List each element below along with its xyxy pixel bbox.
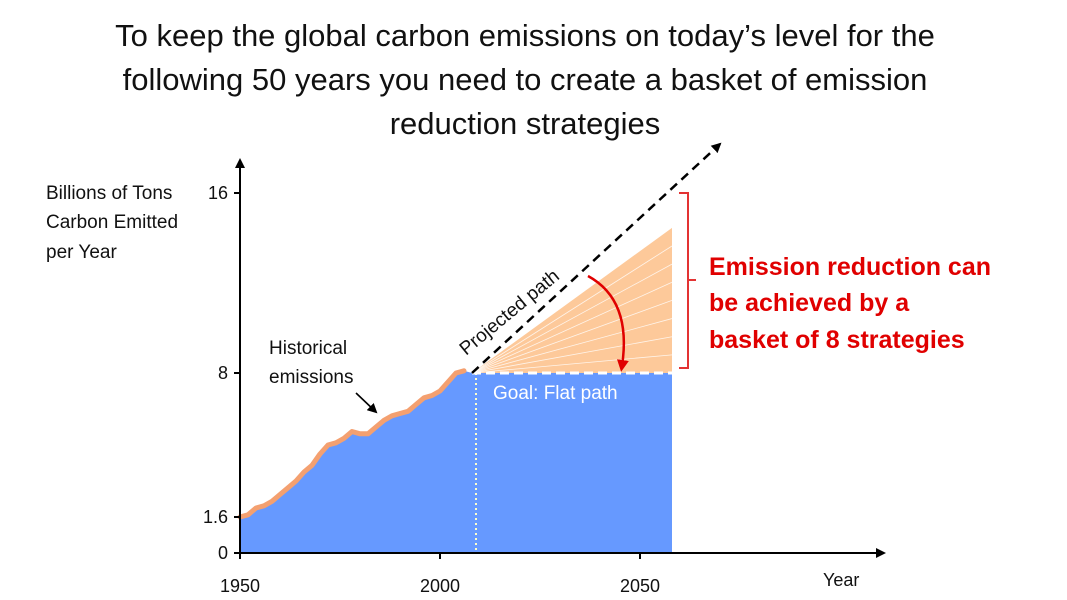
strategy-wedge-divider <box>471 245 673 374</box>
x-tick-label: 1950 <box>220 576 260 596</box>
strategy-wedge-divider <box>471 300 673 374</box>
goal-flat-area <box>472 373 672 553</box>
x-axis-label: Year <box>823 570 859 590</box>
ylabel-line-2: Carbon Emitted <box>46 212 178 233</box>
reduction-text-line-1: Emission reduction can <box>709 253 991 281</box>
x-tick-label: 2050 <box>620 576 660 596</box>
title-line-2: following 50 years you need to create a … <box>122 62 928 97</box>
reduction-text-line-3: basket of 8 strategies <box>709 326 965 354</box>
ylabel-line-3: per Year <box>46 242 117 263</box>
historical-emissions-line <box>237 368 467 520</box>
strategy-wedge-divider <box>471 354 673 374</box>
y-tick-label: 1.6 <box>203 507 228 527</box>
strategy-wedge-divider <box>471 263 673 374</box>
y-tick-label: 0 <box>218 543 228 563</box>
title-line-3: reduction strategies <box>389 106 661 141</box>
reduction-text-line-2: be achieved by a <box>709 289 910 317</box>
historical-emissions-area <box>240 370 472 553</box>
y-axis-ticks: 0 1.6 8 16 <box>203 183 240 563</box>
title-line-1: To keep the global carbon emissions on t… <box>115 18 935 53</box>
x-tick-label: 2000 <box>420 576 460 596</box>
slide-title: To keep the global carbon emissions on t… <box>40 14 1010 146</box>
strategy-wedge-divider <box>471 318 673 374</box>
x-axis-ticks: 1950 2000 2050 <box>220 553 660 596</box>
projected-path-line <box>471 142 722 374</box>
historical-pointer-arrow <box>355 392 378 414</box>
strategy-wedge-lines <box>471 245 673 374</box>
y-tick-label: 8 <box>218 363 228 383</box>
strategy-wedge-divider <box>471 336 673 374</box>
reduction-wedge-area <box>472 227 672 373</box>
ylabel-line-1: Billions of Tons <box>46 183 172 204</box>
reduction-bracket <box>679 192 696 369</box>
historical-label-line-2: emissions <box>269 367 353 388</box>
y-tick-label: 16 <box>208 183 228 203</box>
historical-label-line-1: Historical <box>269 338 347 359</box>
goal-flat-path-label: Goal: Flat path <box>493 383 618 404</box>
strategy-wedge-divider <box>471 281 673 374</box>
reduction-curved-arrow <box>587 274 629 372</box>
